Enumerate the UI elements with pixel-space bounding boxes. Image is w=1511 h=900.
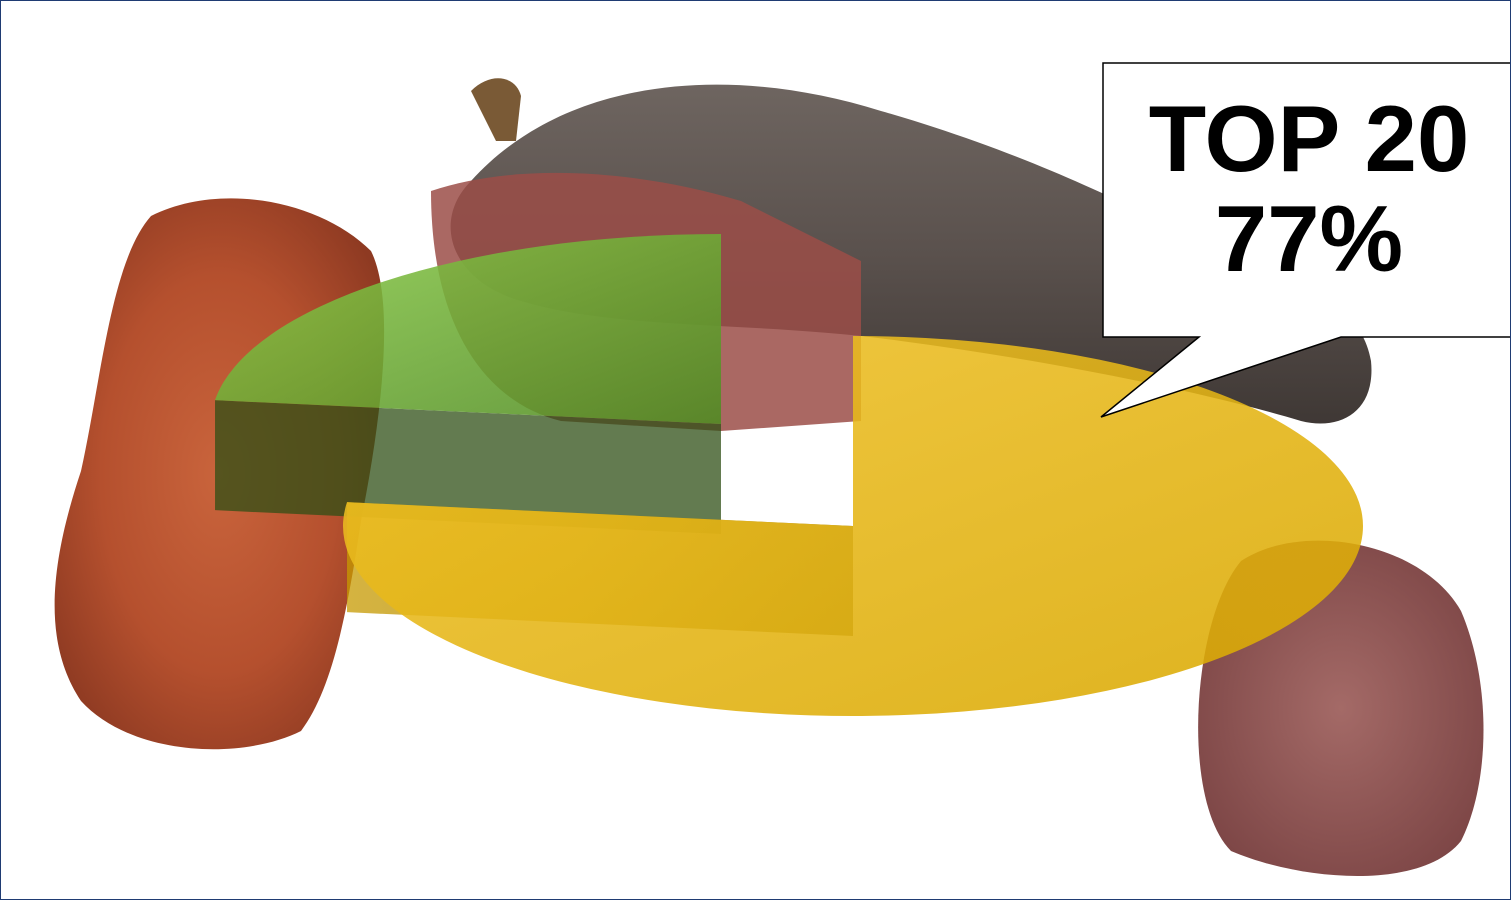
pie-slice-top-0 [342, 336, 1363, 716]
salami-string [471, 78, 521, 141]
pie-chart [215, 234, 1363, 716]
salami-dark [450, 84, 1372, 424]
callout-line-2: 77% [1214, 186, 1404, 291]
callout-label: TOP 20 77% [1104, 89, 1510, 349]
callout-bubble [1100, 62, 1510, 418]
pie-slice-top-1 [215, 234, 722, 424]
callout-line-1: TOP 20 [1148, 89, 1470, 191]
pie-slice-wall-a-1 [215, 400, 722, 534]
